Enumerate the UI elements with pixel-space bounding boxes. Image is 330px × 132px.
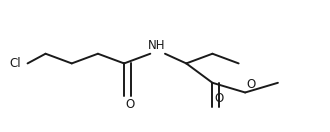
Text: O: O bbox=[247, 78, 256, 91]
Text: O: O bbox=[214, 92, 223, 105]
Text: Cl: Cl bbox=[9, 57, 21, 70]
Text: O: O bbox=[126, 98, 135, 111]
Text: NH: NH bbox=[148, 39, 166, 52]
